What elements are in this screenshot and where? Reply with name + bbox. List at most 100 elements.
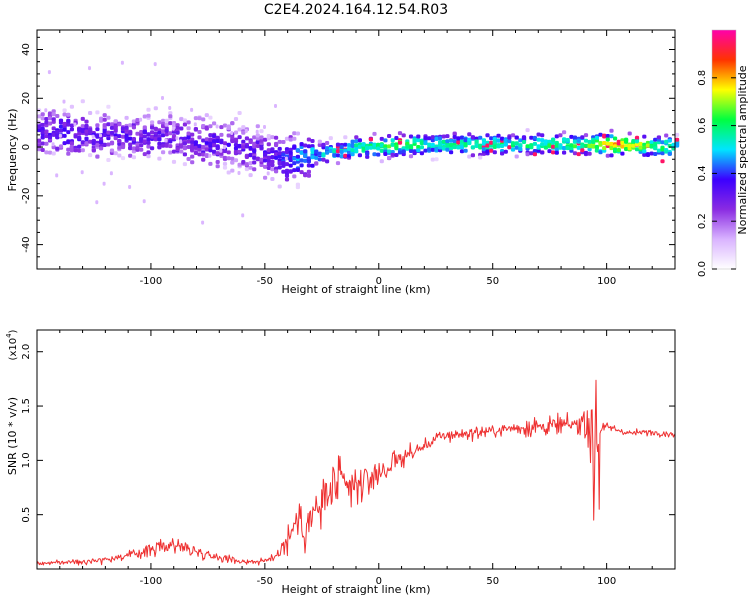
spectrogram-cell [168,114,173,119]
spectrogram-cell [656,148,661,153]
spectrogram-cell [77,148,82,153]
spectrogram-outlier [164,138,168,143]
spectrogram-cell [562,137,567,142]
spectrogram-cell [343,142,348,147]
spectrogram-cell [456,145,461,150]
spectrogram-cell [496,144,501,149]
spectrogram-cell [306,156,311,161]
spectrogram-cell [55,135,60,140]
spectrogram-cell [339,145,344,150]
spectrogram-cell [106,158,111,162]
spectrogram-cell [510,133,516,138]
spectrogram-cell [572,139,578,144]
spectrogram-cell [335,153,341,158]
spectrogram-cell [197,144,202,149]
spectrogram-outlier [255,129,259,134]
spectrogram-cell [182,141,187,146]
spectrogram-outlier [222,145,226,150]
spectrogram-cell [139,130,144,134]
spectrogram-cell [470,135,475,140]
spectrogram-cell [602,146,607,151]
spectrogram-cell [47,116,53,121]
spectrogram-cell [438,136,443,141]
spectrogram-cell [186,120,191,125]
spectrogram-cell [328,149,333,153]
spectrogram-cell [270,147,275,152]
spectrogram-cell [212,139,217,144]
spectrogram-cell [40,141,45,146]
spectrogram-cell [554,147,559,152]
spectrogram-cell [445,143,450,148]
spectrogram-cell [551,137,556,142]
spectrogram-cell [142,114,147,119]
spectrogram-outlier [274,104,277,108]
spectrogram-cell [120,156,126,161]
spectrogram-outlier [88,66,91,71]
spectrogram-cell [620,141,625,145]
spectrogram-cell [317,143,322,147]
spectrogram-cell [40,135,45,140]
spectrogram-cell [212,149,217,154]
spectrogram-cell [642,152,647,157]
spectrogram-outlier [62,99,66,104]
spectrogram-cell [219,132,224,137]
spectrogram-cell [255,124,260,129]
spectrogram-cell [408,154,414,159]
spectrogram-cell [598,142,603,147]
spectrogram-cell [226,170,231,175]
spectrogram-cell [241,145,246,150]
spectrogram-cell [438,142,443,147]
spectrogram-cell [281,140,286,144]
spectrogram-outlier [284,156,288,161]
spectrogram-cell [332,149,337,154]
spectrogram-cell [266,134,271,138]
spectrogram-cell [463,143,468,148]
spectrogram-cell [583,138,589,143]
spectrogram-cell [113,119,118,124]
spectrogram-cell [609,146,614,151]
spectrogram-cell [88,139,93,144]
spectrogram-cell [248,165,253,170]
spectrogram-cell [186,126,191,131]
spectrogram-cell [529,135,534,140]
spectrogram-cell [591,144,596,149]
spectrogram-cell [587,139,592,144]
spectrogram-cell [303,158,308,163]
spectrogram-cell [605,137,610,142]
spectrogram-cell [292,131,297,136]
spectrogram-cell [182,122,187,127]
spectrogram-cell [139,137,144,142]
spectrogram-cell [423,141,428,146]
spectrogram-cell [514,135,519,140]
spectrogram-cell [427,147,432,152]
spectrogram-cell [587,147,592,152]
spectrogram-cell [452,132,457,136]
spectrogram-cell [69,127,74,132]
spectrogram-cell [131,155,136,160]
spectrogram-cell [372,142,377,147]
spectrogram-cell [208,141,213,146]
spectrogram-cell [675,143,680,148]
spectrogram-cell [350,148,355,152]
spectrogram-cell [434,157,439,162]
spectrogram-cell [562,130,567,135]
spectrogram-cell [467,154,472,159]
spectrogram-panel: -100 -50 0 50 100 -40 -20 0 20 40 Height of strai… [6,29,680,296]
snr-x-tick-label: 0 [376,576,382,587]
spectrogram-cell [161,124,166,129]
spectrogram-cell [292,161,297,166]
spectrogram-cell [233,158,239,163]
spectrogram-cell [379,148,384,153]
spectrogram-cell [128,153,133,158]
spectrogram-cell [368,137,373,142]
spectrogram-cell [66,118,71,123]
spectrogram-cell [430,142,435,147]
snr-y-tick-label: 1.0 [21,452,32,468]
spectrogram-cell [292,156,297,161]
spectrogram-cell [171,149,177,154]
spectrogram-cell [445,139,450,144]
spectrogram-cell [281,160,286,165]
spectrogram-cell [106,130,111,135]
spectrogram-cell [405,144,410,149]
spectrogram-cell [69,144,74,149]
